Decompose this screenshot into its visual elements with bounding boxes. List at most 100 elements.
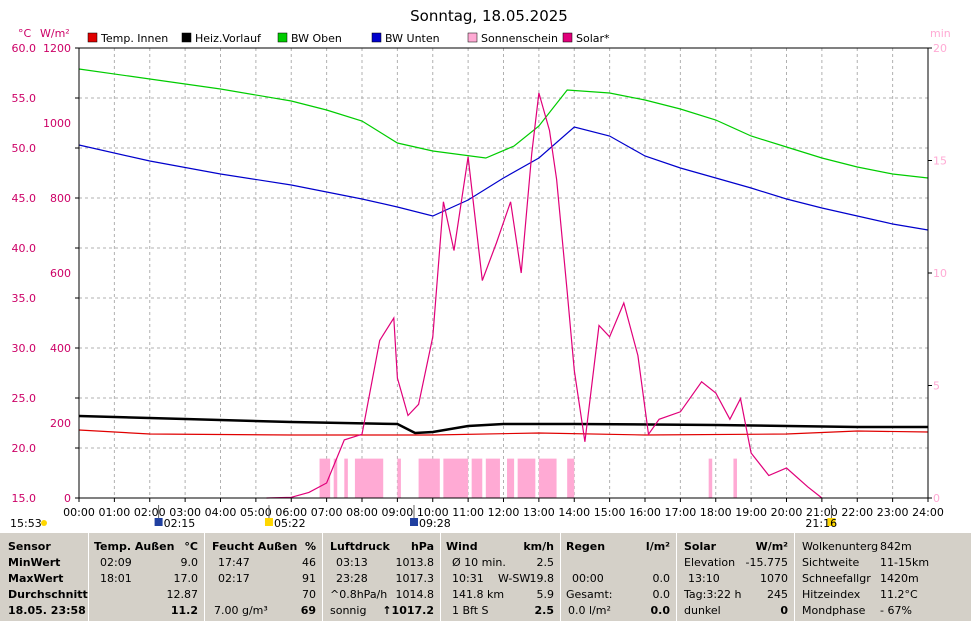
humidity-current: 69 xyxy=(300,604,316,617)
elevation: -15.775 xyxy=(745,556,788,569)
series-lines xyxy=(78,68,929,499)
unit-min: min xyxy=(930,27,951,40)
sun-icon xyxy=(41,520,47,526)
solar-state: dunkel xyxy=(684,604,721,617)
tick-label-solar: 1200 xyxy=(43,42,71,55)
snowline-label: Schneefallgr xyxy=(802,572,871,585)
tick-label-temp: 30.0 xyxy=(12,342,37,355)
tick-label-min: 10 xyxy=(933,267,947,280)
temp-avg: 12.87 xyxy=(166,588,199,601)
pressure-header: Luftdruck xyxy=(330,540,390,553)
sunshine-bar xyxy=(471,458,483,498)
tick-label-x: 10:00 xyxy=(417,506,449,519)
wind-section: Wind km/h Ø 10 min. 2.5 10:31 W-SW 19.8 141.… xyxy=(440,533,561,621)
chart-title: Sonntag, 18.05.2025 xyxy=(410,7,568,25)
solar-header: Solar xyxy=(684,540,717,553)
legend-label: Sonnenschein xyxy=(481,32,558,45)
tick-label-x: 16:00 xyxy=(629,506,661,519)
wind-direction: W-SW xyxy=(498,572,531,585)
wind-avg-label: Ø 10 min. xyxy=(452,556,506,569)
temp-unit: °C xyxy=(184,540,198,553)
pressure-max-time: 23:28 xyxy=(336,572,368,585)
tick-label-min: 15 xyxy=(933,155,947,168)
tick-label-x: 21:00 xyxy=(806,506,838,519)
pressure-avg: 1014.8 xyxy=(395,588,435,601)
wind-bft: 1 Bft S xyxy=(452,604,489,617)
sun-marker-label: 05:22 xyxy=(274,517,306,530)
tick-label-x: 11:00 xyxy=(452,506,484,519)
cloudbase: 842m xyxy=(880,540,912,553)
legend-swatch xyxy=(277,32,288,43)
sunshine-bar xyxy=(443,458,469,498)
sun-marker-icon xyxy=(154,518,163,526)
tick-label-temp: 25.0 xyxy=(12,392,37,405)
tick-label-temp: 40.0 xyxy=(12,242,37,255)
humidity-max: 91 xyxy=(302,572,316,585)
legend-label: Heiz.Vorlauf xyxy=(195,32,262,45)
temp-max-time: 18:01 xyxy=(100,572,132,585)
heatindex-label: Hitzeindex xyxy=(802,588,861,601)
tick-label-temp: 35.0 xyxy=(12,292,37,305)
tick-label-x: 17:00 xyxy=(665,506,697,519)
tick-label-x: 22:00 xyxy=(841,506,873,519)
tick-label-temp: 55.0 xyxy=(12,92,37,105)
tick-label-x: 01:00 xyxy=(99,506,131,519)
legend-swatch xyxy=(181,32,192,43)
tick-label-x: 24:00 xyxy=(912,506,944,519)
series-line xyxy=(78,68,929,179)
series-line xyxy=(266,92,823,499)
axes: 15.0 20.0 25.0 30.0 35.0 40.0 45.0 50.0 55.0 60.0… xyxy=(12,42,948,519)
sunshine-bar xyxy=(567,458,575,498)
min-label: MinWert xyxy=(8,556,61,569)
tick-label-x: 02:00 xyxy=(134,506,166,519)
tick-label-x: 06:00 xyxy=(275,506,307,519)
sunshine-bar xyxy=(733,458,737,498)
legend-swatch xyxy=(87,32,98,43)
tick-label-temp: 50.0 xyxy=(12,142,37,155)
sunshine-bar xyxy=(333,458,338,498)
weather-chart: Sonntag, 18.05.2025 °C W/m² min Temp. In… xyxy=(10,7,951,530)
tick-label-min: 0 xyxy=(933,492,940,505)
sunshine-bar xyxy=(344,458,348,498)
solar-current: 0 xyxy=(780,604,788,617)
pressure-min-time: 03:13 xyxy=(336,556,368,569)
current-label: 18.05. 23:58 xyxy=(8,604,86,617)
sun-marker-label: 15:53 xyxy=(10,517,42,530)
visibility: 11-15km xyxy=(880,556,930,569)
sunshine-bar xyxy=(538,458,557,498)
rain-unit: l/m² xyxy=(645,540,670,553)
sunshine-bars xyxy=(319,458,737,498)
sunshine-bar xyxy=(319,458,331,498)
tick-label-solar: 400 xyxy=(50,342,71,355)
tick-label-x: 08:00 xyxy=(346,506,378,519)
solar-section: Solar W/m² Elevation -15.775 13:10 1070 Tag… xyxy=(676,533,795,621)
wind-max: 19.8 xyxy=(529,572,555,585)
legend-label: Solar* xyxy=(576,32,610,45)
tick-label-x: 13:00 xyxy=(523,506,555,519)
tick-label-x: 20:00 xyxy=(771,506,803,519)
rain-max-time: 00:00 xyxy=(572,572,604,585)
legend-swatch xyxy=(467,32,478,43)
legend-swatch xyxy=(371,32,382,43)
tick-label-solar: 800 xyxy=(50,192,71,205)
sunshine-bar xyxy=(507,458,515,498)
tick-label-temp: 15.0 xyxy=(12,492,37,505)
temp-min-time: 02:09 xyxy=(100,556,132,569)
humidity-section: Feucht Außen% 17:47 46 02:17 91 70 7.00 g/… xyxy=(204,533,323,621)
pressure-unit: hPa xyxy=(410,540,434,553)
tick-label-temp: 20.0 xyxy=(12,442,37,455)
solar-avg: 245 xyxy=(767,588,788,601)
humidity-header: Feucht Außen xyxy=(212,540,298,553)
sunshine-bar xyxy=(397,458,401,498)
cloudbase-label: Wolkenunterg xyxy=(802,540,879,553)
humidity-max-time: 02:17 xyxy=(218,572,250,585)
humidity-avg: 70 xyxy=(302,588,316,601)
legend-label: Temp. Innen xyxy=(100,32,168,45)
unit-solar: W/m² xyxy=(40,27,70,40)
temp-max: 17.0 xyxy=(173,572,199,585)
series-line xyxy=(78,126,929,231)
sunshine-bar xyxy=(485,458,500,498)
avg-label: Durchschnitt xyxy=(8,588,88,601)
extra-section: Wolkenunterg 842m Sichtweite 11-15km Schne… xyxy=(794,533,971,621)
temp-header: Temp. Außen xyxy=(94,540,175,553)
